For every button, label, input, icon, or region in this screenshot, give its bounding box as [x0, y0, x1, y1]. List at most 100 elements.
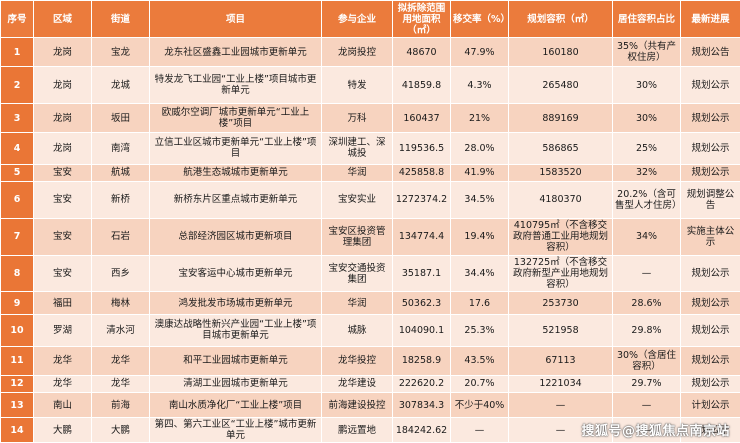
progress-cell: 规划公示	[680, 345, 740, 376]
project-cell: 和平工业园城市更新单元	[149, 345, 322, 376]
street-cell: 宝龙	[91, 36, 150, 68]
project-cell: 立信工业区城市更新单元“工业上楼”项目	[149, 132, 322, 165]
residential-share-cell: 25%	[612, 132, 681, 165]
project-cell: 龙东社区盛鑫工业园城市更新单元	[149, 36, 322, 68]
planned-volume-cell: 4180370	[508, 180, 613, 219]
demolition-area-cell: 134774.4	[392, 217, 451, 256]
district-cell: 龙华	[33, 374, 92, 394]
watermark: 搜狐号@搜狐焦点南京站	[581, 424, 730, 439]
street-cell: 龙城	[91, 66, 150, 105]
district-cell: 罗湖	[33, 314, 92, 347]
residential-share-cell: 34%	[612, 217, 681, 256]
header-planned-volume: 规划容积（㎡）	[508, 0, 613, 38]
header-district: 区域	[33, 0, 92, 38]
district-cell: 宝安	[33, 217, 92, 256]
transfer-rate-cell: 4.3%	[450, 66, 509, 105]
progress-cell: 规划公示	[680, 314, 740, 347]
progress-cell: 规划公告	[680, 36, 740, 68]
residential-share-cell: 32%	[612, 163, 681, 182]
residential-share-cell: 20.2%（含可售型人才住房）	[612, 180, 681, 219]
district-cell: 宝安	[33, 180, 92, 219]
planned-volume-cell: —	[508, 417, 613, 443]
demolition-area-cell: 35187.1	[392, 254, 451, 293]
table-row: 2 龙岗 龙城 特发龙飞工业园“工业上楼”项目城市更新单元 特发 41859.8 4.3% 2…	[0, 66, 740, 105]
row-index: 11	[0, 345, 34, 376]
demolition-area-cell: 160437	[392, 103, 451, 134]
table-row: 1 龙岗 宝龙 龙东社区盛鑫工业园城市更新单元 龙岗投控 48670 47.9% 160180…	[0, 36, 740, 68]
transfer-rate-cell: 25.3%	[450, 314, 509, 347]
project-cell: 南山水质净化厂“工业上楼”项目	[149, 392, 322, 418]
progress-cell: 规划公示	[680, 132, 740, 165]
company-cell: 鹏远置地	[321, 417, 393, 443]
planned-volume-cell: 67113	[508, 345, 613, 376]
planned-volume-cell: 521958	[508, 314, 613, 347]
street-cell: 西乡	[91, 254, 150, 293]
residential-share-cell: —	[612, 417, 681, 443]
header-transfer-rate: 移交率（%）	[450, 0, 509, 38]
district-cell: 福田	[33, 291, 92, 316]
planned-volume-cell: 1221034	[508, 374, 613, 394]
project-cell: 第四、第六工业区“工业上楼”城市更新单元	[149, 417, 322, 443]
row-index: 7	[0, 217, 34, 256]
header-street: 街道	[91, 0, 150, 38]
progress-cell: 计划公示	[680, 417, 740, 443]
demolition-area-cell: 119536.5	[392, 132, 451, 165]
transfer-rate-cell: 34.5%	[450, 180, 509, 219]
project-cell: 鸿发批发市场城市更新单元	[149, 291, 322, 316]
company-cell: 前海建设投控	[321, 392, 393, 418]
company-cell: 特发	[321, 66, 393, 105]
street-cell: 石岩	[91, 217, 150, 256]
row-index: 9	[0, 291, 34, 316]
demolition-area-cell: 41859.8	[392, 66, 451, 105]
progress-cell: 规划公示	[680, 254, 740, 293]
transfer-rate-cell: 19.4%	[450, 217, 509, 256]
table-row: 13 南山 前海 南山水质净化厂“工业上楼”项目 前海建设投控 307834.3 不少于40…	[0, 392, 740, 418]
district-cell: 龙岗	[33, 36, 92, 68]
row-index: 10	[0, 314, 34, 347]
planned-volume-cell: 160180	[508, 36, 613, 68]
row-index: 1	[0, 36, 34, 68]
table-row: 11 龙华 龙华 和平工业园城市更新单元 龙华投控 18258.9 43.5% 67113 30…	[0, 345, 740, 376]
demolition-area-cell: 425858.8	[392, 163, 451, 182]
table-row: 7 宝安 石岩 总部经济园区城市更新项目 宝安区投资管理集团 134774.4 19.4% 4…	[0, 217, 740, 256]
street-cell: 龙华	[91, 345, 150, 376]
progress-cell: 规划公示	[680, 291, 740, 316]
planned-volume-cell: 586865	[508, 132, 613, 165]
project-cell: 新桥东片区重点城市更新单元	[149, 180, 322, 219]
district-cell: 大鹏	[33, 417, 92, 443]
table-row: 12 龙华 龙华 清湖工业园城市更新单元 龙华建设 222620.2 20.7% 122103…	[0, 374, 740, 394]
street-cell: 南湾	[91, 132, 150, 165]
district-cell: 宝安	[33, 254, 92, 293]
planned-volume-cell: —	[508, 392, 613, 418]
residential-share-cell: 30%（含居住容积）	[612, 345, 681, 376]
row-index: 5	[0, 163, 34, 182]
transfer-rate-cell: 34.4%	[450, 254, 509, 293]
street-cell: 龙华	[91, 374, 150, 394]
row-index: 3	[0, 103, 34, 134]
row-index: 2	[0, 66, 34, 105]
demolition-area-cell: 307834.3	[392, 392, 451, 418]
transfer-rate-cell: 47.9%	[450, 36, 509, 68]
street-cell: 梅林	[91, 291, 150, 316]
district-cell: 龙华	[33, 345, 92, 376]
transfer-rate-cell: 21%	[450, 103, 509, 134]
progress-cell: 规划公示	[680, 103, 740, 134]
district-cell: 龙岗	[33, 132, 92, 165]
transfer-rate-cell: —	[450, 417, 509, 443]
project-cell: 总部经济园区城市更新项目	[149, 217, 322, 256]
planned-volume-cell: 889169	[508, 103, 613, 134]
demolition-area-cell: 18258.9	[392, 345, 451, 376]
progress-cell: 计划公示	[680, 392, 740, 418]
header-progress: 最新进展	[680, 0, 740, 38]
demolition-area-cell: 50362.3	[392, 291, 451, 316]
district-cell: 龙岗	[33, 103, 92, 134]
header-project: 项目	[149, 0, 322, 38]
company-cell: 龙华投控	[321, 345, 393, 376]
progress-cell: 实施主体公示	[680, 217, 740, 256]
company-cell: 深圳建工、深城投	[321, 132, 393, 165]
residential-share-cell: 29.8%	[612, 314, 681, 347]
table-row: 8 宝安 西乡 宝安客运中心城市更新单元 宝安交通投资集团 35187.1 34.4% 132…	[0, 254, 740, 293]
row-index: 12	[0, 374, 34, 394]
district-cell: 龙岗	[33, 66, 92, 105]
